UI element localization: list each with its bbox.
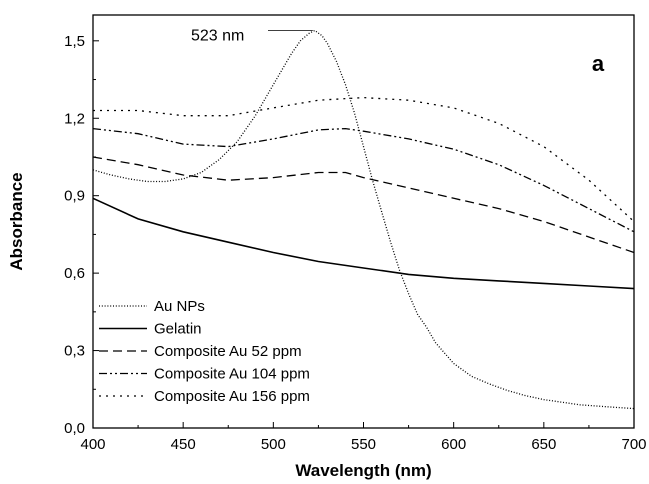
x-tick-label: 550: [351, 436, 376, 453]
y-tick-label: 0,0: [64, 420, 85, 437]
x-tick-label: 600: [441, 436, 466, 453]
legend-label: Composite Au 156 ppm: [154, 388, 310, 405]
y-tick-label: 0,6: [64, 265, 85, 282]
x-tick-label: 500: [261, 436, 286, 453]
legend-label: Gelatin: [154, 321, 202, 338]
x-axis-label: Wavelength (nm): [295, 461, 431, 480]
x-tick-label: 450: [171, 436, 196, 453]
series-line-composite-au-156-ppm: [93, 96, 635, 222]
y-tick-label: 0,3: [64, 343, 85, 360]
x-tick-label: 650: [531, 436, 556, 453]
series-line-au-nps: [92, 29, 635, 410]
y-tick-label: 0,9: [64, 188, 85, 205]
y-tick-label: 1,5: [64, 33, 85, 50]
series-line-composite-au-52-ppm: [92, 156, 635, 254]
legend-label: Composite Au 104 ppm: [154, 366, 310, 383]
y-tick-label: 1,2: [64, 110, 85, 127]
legend: Au NPs Gelatin Composite Au 52 ppm Composit…: [99, 298, 310, 405]
axes: 400 450 500 550 600 650 700 0,0 0,3 0,6 0,9 1,2 1,5: [64, 33, 646, 453]
peak-annotation-label: 523 nm: [191, 27, 244, 44]
legend-label: Au NPs: [154, 298, 205, 315]
y-axis-label: Absorbance: [7, 172, 26, 270]
series-line-composite-au-104-ppm: [92, 127, 635, 233]
panel-label: a: [592, 51, 605, 76]
legend-label: Composite Au 52 ppm: [154, 343, 302, 360]
peak-annotation: 523 nm: [191, 27, 313, 44]
plot-area: [92, 29, 635, 410]
x-tick-label: 700: [621, 436, 646, 453]
series-line-gelatin: [92, 197, 635, 290]
x-tick-label: 400: [80, 436, 105, 453]
